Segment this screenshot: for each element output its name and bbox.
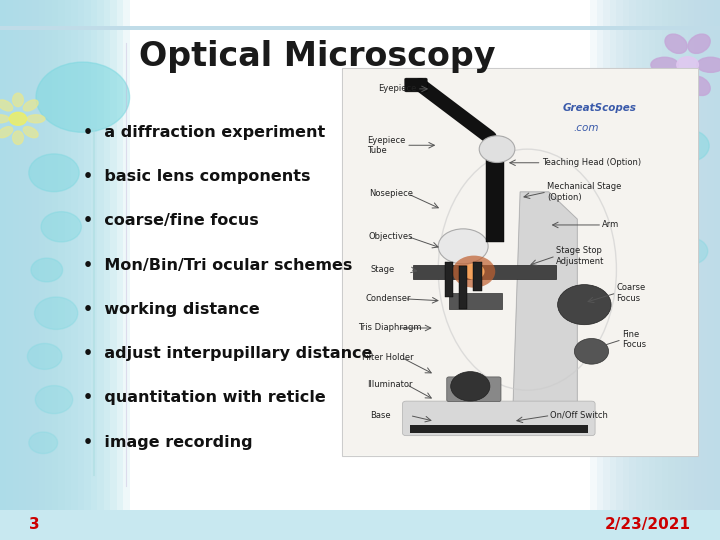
FancyBboxPatch shape xyxy=(486,138,504,242)
Text: Coarse
Focus: Coarse Focus xyxy=(616,284,646,303)
Circle shape xyxy=(575,339,608,364)
Ellipse shape xyxy=(13,93,23,106)
FancyBboxPatch shape xyxy=(0,0,104,540)
Circle shape xyxy=(677,57,698,73)
FancyBboxPatch shape xyxy=(655,0,720,540)
FancyBboxPatch shape xyxy=(473,262,482,291)
Circle shape xyxy=(666,130,709,162)
Circle shape xyxy=(31,258,63,282)
FancyBboxPatch shape xyxy=(0,0,39,540)
Circle shape xyxy=(463,264,485,280)
FancyBboxPatch shape xyxy=(0,0,130,540)
FancyBboxPatch shape xyxy=(459,266,467,308)
FancyBboxPatch shape xyxy=(0,0,123,540)
Ellipse shape xyxy=(0,115,9,123)
FancyBboxPatch shape xyxy=(623,0,720,540)
FancyBboxPatch shape xyxy=(610,0,720,540)
Text: •  coarse/fine focus: • coarse/fine focus xyxy=(83,213,258,228)
FancyBboxPatch shape xyxy=(0,0,91,540)
Circle shape xyxy=(452,255,495,288)
FancyBboxPatch shape xyxy=(603,0,720,540)
FancyBboxPatch shape xyxy=(662,0,720,540)
Circle shape xyxy=(665,188,696,212)
Text: •  basic lens components: • basic lens components xyxy=(83,169,310,184)
FancyBboxPatch shape xyxy=(649,0,720,540)
Text: Tris Diaphragm: Tris Diaphragm xyxy=(358,323,421,333)
Circle shape xyxy=(27,343,62,369)
FancyBboxPatch shape xyxy=(410,425,588,433)
Ellipse shape xyxy=(651,57,678,72)
Text: •  adjust interpupillary distance: • adjust interpupillary distance xyxy=(83,346,372,361)
FancyBboxPatch shape xyxy=(642,0,720,540)
Circle shape xyxy=(672,238,708,265)
FancyBboxPatch shape xyxy=(597,0,720,540)
Ellipse shape xyxy=(23,126,38,138)
Text: Stage: Stage xyxy=(371,265,395,274)
Text: 3: 3 xyxy=(29,517,40,532)
Text: Illuminator: Illuminator xyxy=(367,380,413,389)
FancyBboxPatch shape xyxy=(446,377,501,402)
FancyBboxPatch shape xyxy=(629,0,720,540)
FancyBboxPatch shape xyxy=(0,0,71,540)
FancyBboxPatch shape xyxy=(636,0,720,540)
Polygon shape xyxy=(513,192,577,406)
FancyBboxPatch shape xyxy=(590,0,720,540)
Circle shape xyxy=(35,297,78,329)
Text: •  Mon/Bin/Tri ocular schemes: • Mon/Bin/Tri ocular schemes xyxy=(83,258,352,273)
FancyBboxPatch shape xyxy=(445,262,453,297)
FancyBboxPatch shape xyxy=(668,0,720,540)
FancyBboxPatch shape xyxy=(0,0,52,540)
FancyBboxPatch shape xyxy=(0,0,78,540)
FancyBboxPatch shape xyxy=(0,0,97,540)
Text: .com: .com xyxy=(574,123,599,133)
Ellipse shape xyxy=(27,115,45,123)
Ellipse shape xyxy=(23,100,38,111)
Circle shape xyxy=(36,62,130,132)
Text: •  working distance: • working distance xyxy=(83,302,259,317)
Text: Fine
Focus: Fine Focus xyxy=(622,330,646,349)
Text: Mechanical Stage
(Option): Mechanical Stage (Option) xyxy=(547,182,621,201)
Text: Optical Microscopy: Optical Microscopy xyxy=(138,40,495,73)
FancyBboxPatch shape xyxy=(0,0,84,540)
Ellipse shape xyxy=(438,229,488,264)
Text: Teaching Head (Option): Teaching Head (Option) xyxy=(541,158,641,167)
Text: GreatScopes: GreatScopes xyxy=(563,103,637,113)
FancyBboxPatch shape xyxy=(0,0,65,540)
Ellipse shape xyxy=(688,34,710,53)
Text: Condenser: Condenser xyxy=(365,294,410,303)
FancyBboxPatch shape xyxy=(342,68,698,456)
FancyBboxPatch shape xyxy=(343,69,697,455)
Circle shape xyxy=(41,212,81,242)
Ellipse shape xyxy=(665,34,687,53)
Ellipse shape xyxy=(0,100,13,111)
FancyBboxPatch shape xyxy=(616,0,720,540)
Circle shape xyxy=(480,136,515,163)
Ellipse shape xyxy=(688,76,710,96)
FancyBboxPatch shape xyxy=(0,0,117,540)
Ellipse shape xyxy=(0,126,13,138)
Text: •  a diffraction experiment: • a diffraction experiment xyxy=(83,125,325,140)
Circle shape xyxy=(29,432,58,454)
FancyBboxPatch shape xyxy=(0,0,58,540)
FancyBboxPatch shape xyxy=(413,265,556,279)
FancyBboxPatch shape xyxy=(0,26,720,30)
FancyBboxPatch shape xyxy=(0,0,45,540)
Text: On/Off Switch: On/Off Switch xyxy=(551,411,608,420)
Text: 2/23/2021: 2/23/2021 xyxy=(606,517,691,532)
Text: •  quantitation with reticle: • quantitation with reticle xyxy=(83,390,325,406)
FancyBboxPatch shape xyxy=(402,401,595,436)
Ellipse shape xyxy=(13,131,23,144)
FancyBboxPatch shape xyxy=(0,0,110,540)
Text: Arm: Arm xyxy=(602,220,619,230)
FancyBboxPatch shape xyxy=(0,510,720,540)
Text: Eyepiece: Eyepiece xyxy=(377,84,416,93)
FancyBboxPatch shape xyxy=(405,78,427,92)
Text: Base: Base xyxy=(371,411,391,420)
Text: Filter Holder: Filter Holder xyxy=(361,353,413,362)
Circle shape xyxy=(29,154,79,192)
Circle shape xyxy=(35,386,73,414)
Text: Stage Stop
Adjustment: Stage Stop Adjustment xyxy=(556,246,604,266)
Circle shape xyxy=(451,372,490,401)
Ellipse shape xyxy=(697,57,720,72)
